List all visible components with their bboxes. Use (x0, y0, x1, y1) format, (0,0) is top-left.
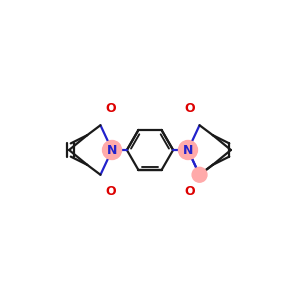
Text: O: O (105, 102, 116, 115)
Circle shape (103, 140, 122, 160)
Text: O: O (105, 185, 116, 198)
Text: N: N (107, 143, 117, 157)
Text: O: O (184, 102, 195, 115)
Circle shape (178, 140, 197, 160)
Circle shape (192, 167, 207, 182)
Text: O: O (184, 185, 195, 198)
Text: N: N (183, 143, 193, 157)
